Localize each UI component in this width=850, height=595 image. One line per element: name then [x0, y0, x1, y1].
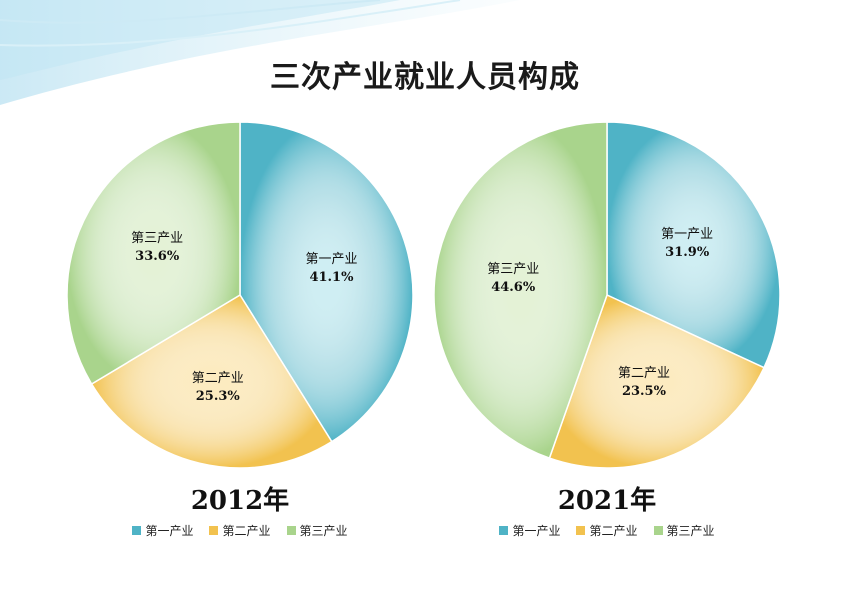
legend-swatch [132, 526, 142, 535]
slice-percent: 41.1% [309, 269, 354, 285]
slice-category: 第一产业 [661, 226, 714, 242]
decorative-wave [0, 0, 520, 105]
legend-swatch [499, 526, 509, 535]
slice-label-tertiary: 第三产业 33.6% [112, 230, 202, 266]
pie-svg-2021 [433, 121, 781, 469]
slice-category: 第二产业 [191, 370, 244, 386]
page-title: 三次产业就业人员构成 [270, 60, 580, 95]
legend-swatch [286, 526, 296, 535]
legend-label: 第二产业 [222, 524, 271, 538]
pie-slice-shade-secondary [90, 293, 333, 469]
legend-label: 第三产业 [666, 524, 715, 538]
slice-label-primary: 第一产业 31.9% [642, 226, 732, 262]
pie-slice-shade-tertiary [433, 121, 608, 460]
legend-item-tertiary: 第三产业 [653, 522, 715, 539]
chart-year-title: 2021年 [557, 486, 657, 516]
slice-label-secondary: 第二产业 23.5% [599, 365, 689, 401]
legend-item-tertiary: 第三产业 [286, 522, 348, 539]
legend-item-secondary: 第二产业 [576, 522, 638, 539]
legend-item-primary: 第一产业 [132, 522, 193, 539]
pie-slice-shade-primary [239, 121, 414, 443]
legend-swatch [576, 526, 586, 535]
legend-label: 第一产业 [512, 524, 561, 538]
slice-percent: 33.6% [135, 249, 180, 265]
chart-year-title: 2012年 [190, 486, 290, 516]
legend-label: 第三产业 [299, 524, 348, 538]
pie-chart-2021: 第一产业 31.9% 第二产业 23.5% 第三产业 44.6% 2021年 第一产业 第… [422, 110, 792, 550]
pie-svg-2012 [66, 121, 414, 469]
slice-category: 第一产业 [305, 251, 358, 267]
legend-swatch [209, 526, 219, 535]
legend-label: 第二产业 [589, 524, 638, 538]
legend: 第一产业 第二产业 第三产业 [55, 522, 425, 539]
pie-chart-2012: 第一产业 41.1% 第二产业 25.3% 第三产业 33.6% 2012年 第一产业 第… [55, 110, 425, 550]
slice-percent: 25.3% [195, 388, 240, 404]
slice-label-primary: 第一产业 41.1% [286, 251, 376, 287]
slice-category: 第三产业 [131, 231, 184, 247]
legend-item-secondary: 第二产业 [209, 522, 271, 539]
legend-label: 第一产业 [145, 524, 194, 538]
pie-slice-shade-secondary [548, 293, 765, 469]
slice-percent: 44.6% [491, 279, 536, 295]
slice-label-tertiary: 第三产业 44.6% [468, 261, 558, 297]
pie-slice-shade-tertiary [66, 121, 241, 386]
slice-label-secondary: 第二产业 25.3% [173, 370, 263, 406]
slice-percent: 31.9% [665, 244, 710, 260]
legend-item-primary: 第一产业 [499, 522, 560, 539]
legend-swatch [653, 526, 663, 535]
slice-percent: 23.5% [621, 383, 666, 399]
legend: 第一产业 第二产业 第三产业 [422, 522, 792, 539]
slice-category: 第三产业 [487, 261, 540, 277]
pie-slice-shade-primary [606, 121, 781, 369]
slice-category: 第二产业 [617, 365, 670, 381]
